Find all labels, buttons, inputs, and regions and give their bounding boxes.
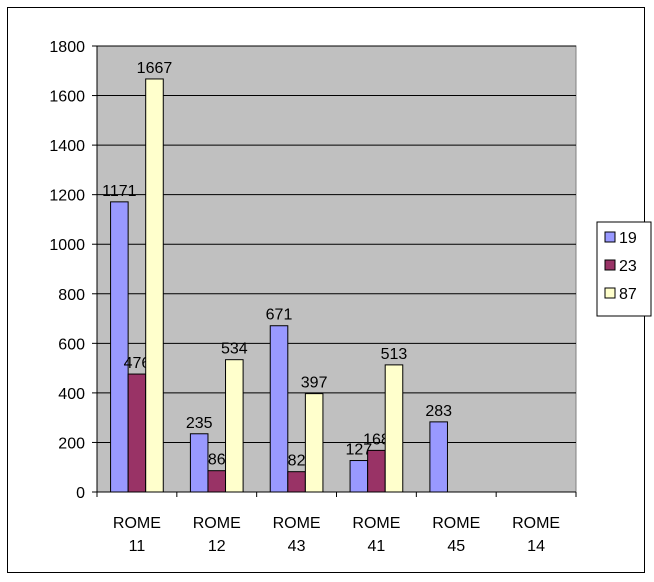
legend-label: 23 [619,258,637,275]
x-tick-label-line: ROME [352,515,400,532]
data-label: 127 [346,442,373,459]
y-tick-label: 1800 [49,39,85,56]
legend-swatch [604,259,616,271]
data-label: 513 [381,346,408,363]
bar [189,433,209,493]
bar [269,325,289,493]
x-tick-label-line: 12 [208,538,226,555]
x-tick-label-line: ROME [193,515,241,532]
plot-background [96,45,577,493]
bar [225,359,244,493]
y-tick-label: 400 [58,386,85,403]
bar [110,201,129,493]
data-label: 168 [363,431,390,448]
legend-swatch [604,231,616,243]
bar [349,460,369,493]
x-tick-label-line: 45 [447,538,465,555]
x-tick-label: ROME 45 [432,515,480,555]
x-tick-label-line: ROME [512,515,560,532]
x-tick-label-line: ROME [113,515,161,532]
data-label: 82 [288,453,306,470]
y-tick-label: 1400 [49,138,85,155]
x-tick-label: ROME 43 [273,515,321,555]
data-label: 283 [425,403,452,420]
data-label: 397 [301,375,328,392]
y-tick-label: 800 [58,287,85,304]
x-tick-label-line: 11 [129,538,146,555]
data-label: 1171 [102,183,137,200]
bar [287,471,306,493]
x-tick-label-line: ROME [273,515,321,532]
bar [207,470,227,493]
y-tick-label: 600 [58,336,85,353]
data-label: 1667 [137,60,173,77]
bar [127,373,147,493]
y-tick-label: 200 [58,435,85,452]
y-tick-label: 1000 [49,237,85,254]
y-tick-label: 0 [76,485,85,502]
x-tick-label-line: 14 [527,538,545,555]
plot-area: 0 200 400 600 800 1000 1200 1400 1600 1800 1171 476… [49,39,577,555]
bar [429,421,448,493]
bar [384,364,404,493]
legend: 19 23 87 [596,221,652,317]
data-label: 671 [266,307,293,324]
data-label: 235 [186,415,213,432]
y-tick-label: 1600 [49,89,85,106]
legend-label: 19 [619,230,637,247]
data-label: 476 [124,355,151,372]
legend-swatch [604,287,616,299]
x-tick-label-line: 41 [368,538,386,555]
y-tick-label: 1200 [49,188,85,205]
x-tick-label: ROME 11 [113,515,161,555]
bar [304,393,324,493]
x-tick-label: ROME 14 [512,515,560,555]
x-tick-label-line: 43 [288,538,306,555]
x-tick-label-line: ROME [432,515,480,532]
x-tick-label: ROME 41 [352,515,400,555]
x-tick-label: ROME 12 [193,515,241,555]
bar [145,78,164,493]
bar [367,449,386,493]
data-label: 86 [208,452,226,469]
data-label: 534 [221,341,248,358]
legend-label: 87 [619,286,637,303]
